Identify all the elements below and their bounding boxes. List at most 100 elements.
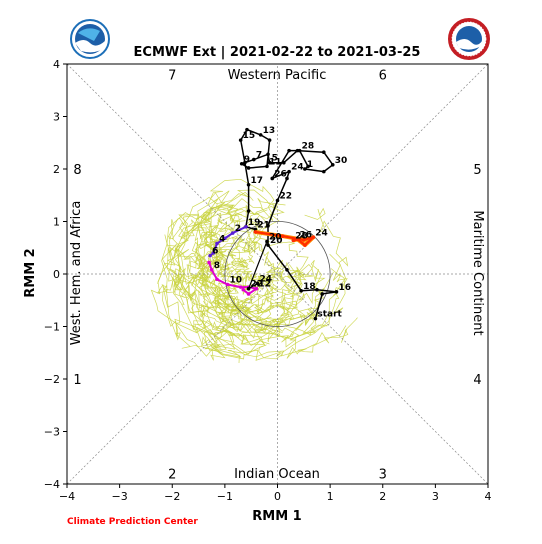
forecast-red-track-point xyxy=(280,234,285,238)
forecast-purple-track-point xyxy=(230,231,235,235)
forecast-red-track-point xyxy=(291,238,296,243)
chart-title: ECMWF Ext | 2021-02-22 to 2021-03-25 xyxy=(134,45,421,60)
observed-track-point xyxy=(265,164,269,169)
phase-number: 3 xyxy=(379,468,387,483)
forecast-purple-track-point xyxy=(244,224,248,229)
y-tick-label: 2 xyxy=(53,163,60,176)
forecast-red-track-point xyxy=(295,237,300,242)
observed-track-point xyxy=(287,148,291,153)
forecast-purple-track-point xyxy=(208,253,212,258)
forecast-purple-track-point xyxy=(211,251,216,255)
observed-track-point xyxy=(270,176,275,181)
forecast-magenta-track-point xyxy=(225,282,230,287)
forecast-red-track-day-label: 28 xyxy=(295,231,308,241)
forecast-red-track-day-label: 26 xyxy=(299,230,312,240)
observed-track-point xyxy=(246,182,251,187)
y-tick-label: −4 xyxy=(44,478,60,491)
forecast-magenta-track-point xyxy=(209,268,214,272)
y-axis-label: RMM 2 xyxy=(23,248,38,297)
forecast-purple-track-point xyxy=(215,241,219,246)
observed-track-day-label: 21 xyxy=(257,220,270,230)
ensemble-member-line xyxy=(217,273,297,313)
ensemble-member-line xyxy=(199,214,261,313)
forecast-magenta-track-point xyxy=(254,286,259,291)
observed-track-day-label: 20 xyxy=(270,236,283,246)
ensemble-member-line xyxy=(178,268,348,361)
forecast-magenta-track-point xyxy=(241,287,246,292)
ensemble-member-line xyxy=(162,189,286,356)
observed-track-day-label: 5 xyxy=(272,154,278,164)
observed-track-point xyxy=(239,161,244,166)
forecast-purple-track-day-label: 4 xyxy=(219,235,225,245)
y-tick-label: 1 xyxy=(53,216,60,229)
ensemble-member-line xyxy=(215,207,349,339)
forecast-red-track-point xyxy=(303,243,307,247)
forecast-magenta-track-point xyxy=(207,260,211,265)
x-tick-label: 2 xyxy=(379,490,386,503)
observed-track-day-label: 17 xyxy=(251,176,264,186)
x-tick-label: −3 xyxy=(112,490,128,503)
ensemble-member-line xyxy=(174,259,322,334)
forecast-purple-track-point xyxy=(223,236,227,241)
x-axis-label: RMM 1 xyxy=(252,509,301,524)
observed-track-point xyxy=(334,290,339,294)
ensemble-member-line xyxy=(174,226,319,355)
observed-track-point xyxy=(266,223,270,228)
ensemble-spaghetti xyxy=(150,178,358,364)
observed-track-point xyxy=(320,292,325,296)
forecast-purple-track-day-label: 2 xyxy=(235,224,241,234)
x-tick-label: 1 xyxy=(327,490,334,503)
phase-number: 2 xyxy=(168,468,176,483)
observed-track-point xyxy=(245,127,249,132)
forecast-red-track-point xyxy=(302,238,306,242)
observed-track-point xyxy=(243,160,247,165)
ensemble-member-line xyxy=(218,228,256,322)
observed-track-point xyxy=(315,287,319,292)
ensemble-member-line xyxy=(198,225,275,317)
forecast-red-track-day-label: 24 xyxy=(315,228,328,238)
ensemble-member-line xyxy=(150,210,347,360)
observed-track-day-label: 13 xyxy=(263,126,276,136)
observed-track-point xyxy=(322,150,326,154)
observed-track-point xyxy=(287,169,291,174)
observed-track-point xyxy=(282,160,286,165)
observed-track-day-label: 1 xyxy=(307,160,313,170)
region-label-bottom: Indian Ocean xyxy=(234,467,320,482)
observed-track-point xyxy=(295,148,300,153)
forecast-black-track-day-label: 24 xyxy=(260,274,273,284)
x-tick-label: 0 xyxy=(274,490,281,503)
observed-track-day-label: 7 xyxy=(256,151,262,161)
observed-track-day-label: start xyxy=(317,310,342,320)
forecast-red-track-point xyxy=(253,230,258,234)
x-tick-label: −2 xyxy=(164,490,180,503)
region-label-top: Western Pacific xyxy=(228,68,327,83)
credit-label: Climate Prediction Center xyxy=(67,517,198,527)
forecast-black-track-point xyxy=(246,286,251,291)
forecast-black-track-point xyxy=(255,281,260,286)
y-tick-label: 4 xyxy=(53,58,60,71)
phase-number: 6 xyxy=(379,69,387,84)
observed-track xyxy=(239,128,338,319)
forecast-magenta-track-point xyxy=(238,285,243,289)
forecast-black-track-day-label: 20 xyxy=(269,232,282,242)
observed-track-point xyxy=(285,176,289,181)
forecast-magenta-track-day-label: 12 xyxy=(258,280,271,290)
y-tick-label: −3 xyxy=(44,426,60,439)
observed-track-point xyxy=(313,316,318,321)
ensemble-member-line xyxy=(215,237,309,322)
y-tick-label: −1 xyxy=(44,321,60,334)
forecast-magenta-track-point xyxy=(215,277,219,282)
forecast-magenta-track-point xyxy=(246,292,251,296)
observed-track-day-label: 26 xyxy=(274,169,287,179)
noaa-logo xyxy=(70,19,110,59)
region-label-right: Maritime Continent xyxy=(470,210,485,335)
ensemble-member-line xyxy=(171,178,275,317)
y-tick-label: 3 xyxy=(53,111,60,124)
ensemble-member-line xyxy=(198,204,268,275)
observed-track-point xyxy=(238,138,243,142)
observed-track-day-label: 15 xyxy=(243,131,256,141)
observed-track-day-label: 18 xyxy=(303,282,316,292)
